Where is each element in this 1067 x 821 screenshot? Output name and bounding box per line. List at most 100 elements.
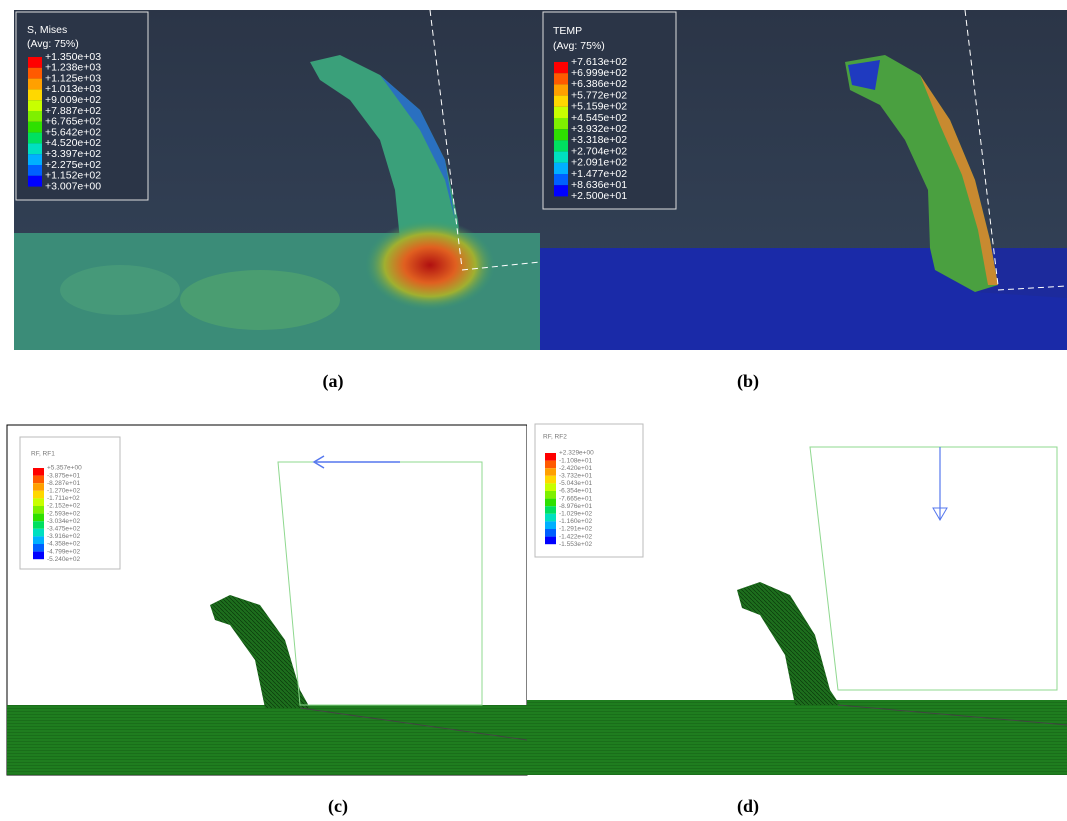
legend-value: -3.916e+02 — [47, 533, 80, 540]
hot-zone — [365, 220, 495, 310]
legend-swatch — [545, 483, 556, 491]
legend-swatch — [545, 514, 556, 522]
workpiece-mesh — [7, 705, 527, 775]
legend-value: -6.354e+01 — [559, 488, 592, 495]
legend-value: +4.545e+02 — [571, 112, 627, 124]
legend-swatch — [33, 521, 44, 529]
legend-value: -1.029e+02 — [559, 511, 592, 518]
legend-subtitle: (Avg: 75%) — [27, 38, 79, 50]
legend-swatch — [545, 491, 556, 499]
legend-value: -3.475e+02 — [47, 526, 80, 533]
legend-swatch — [33, 536, 44, 544]
legend-swatch — [28, 68, 42, 79]
legend-value: +5.159e+02 — [571, 101, 627, 113]
legend-value: -1.291e+02 — [559, 526, 592, 533]
legend-value: +7.613e+02 — [571, 56, 627, 68]
legend-value: +1.477e+02 — [571, 168, 627, 180]
legend-swatch — [28, 111, 42, 122]
stress-patch — [60, 265, 180, 315]
legend-value: -1.160e+02 — [559, 518, 592, 525]
legend-title: TEMP — [553, 25, 582, 37]
legend-value: +8.636e+01 — [571, 179, 627, 191]
legend-swatch — [28, 89, 42, 100]
legend-swatch — [28, 143, 42, 154]
legend-swatch — [554, 174, 568, 185]
legend-swatch — [33, 468, 44, 476]
legend-value: +2.329e+00 — [559, 450, 594, 457]
legend-swatch — [28, 154, 42, 165]
legend-swatch — [33, 483, 44, 491]
legend-swatch — [554, 185, 568, 196]
legend-value: -1.270e+02 — [47, 488, 80, 495]
legend-value: +6.999e+02 — [571, 67, 627, 79]
legend-swatch — [33, 529, 44, 537]
legend-swatch — [554, 152, 568, 163]
legend-swatch — [28, 122, 42, 133]
legend-value: +6.386e+02 — [571, 78, 627, 90]
legend-value: +3.318e+02 — [571, 134, 627, 146]
legend-swatch — [33, 476, 44, 484]
caption: (b) — [737, 371, 759, 392]
legend-value: -3.732e+01 — [559, 473, 592, 480]
legend-swatch — [28, 100, 42, 111]
legend-value: -1.422e+02 — [559, 533, 592, 540]
legend-value: +5.357e+00 — [47, 465, 82, 472]
legend-value: +3.932e+02 — [571, 123, 627, 135]
legend-title: RF, RF2 — [543, 434, 567, 441]
caption: (c) — [328, 796, 348, 817]
figure: (a) (b) (c) (d) S, Mises(Avg: 75%)+1.350… — [0, 0, 1067, 821]
workpiece-mesh — [527, 700, 1067, 775]
legend-title: S, Mises — [27, 24, 67, 36]
legend-swatch — [554, 96, 568, 107]
panel-c — [7, 425, 527, 775]
caption: (a) — [323, 371, 344, 392]
legend-value: +2.704e+02 — [571, 145, 627, 157]
legend-value: -4.799e+02 — [47, 548, 80, 555]
legend-subtitle: (Avg: 75%) — [553, 40, 605, 52]
legend-swatch — [545, 506, 556, 514]
legend-value: -1.553e+02 — [559, 541, 592, 548]
panel-d — [527, 420, 1067, 775]
legend-swatch — [545, 521, 556, 529]
legend-value: -7.665e+01 — [559, 495, 592, 502]
legend-value: +2.091e+02 — [571, 157, 627, 169]
legend-value: -4.358e+02 — [47, 541, 80, 548]
legend-swatch — [554, 84, 568, 95]
legend-swatch — [545, 499, 556, 507]
legend-value: +5.772e+02 — [571, 89, 627, 101]
legend-swatch — [33, 552, 44, 560]
legend-swatch — [33, 514, 44, 522]
legend-swatch — [33, 498, 44, 506]
stress-patch — [180, 270, 340, 330]
legend-swatch — [28, 133, 42, 144]
legend-value: +3.007e+00 — [45, 180, 101, 192]
legend-value: -1.108e+01 — [559, 457, 592, 464]
legend-swatch — [545, 537, 556, 545]
legend-swatch — [554, 129, 568, 140]
legend-swatch — [545, 476, 556, 484]
legend-swatch — [545, 453, 556, 461]
legend-swatch — [545, 461, 556, 469]
legend-value: -2.152e+02 — [47, 503, 80, 510]
legend-swatch — [33, 491, 44, 499]
legend-swatch — [554, 73, 568, 84]
legend-value: -5.240e+02 — [47, 556, 80, 563]
legend-swatch — [545, 529, 556, 537]
legend-value: -1.711e+02 — [47, 495, 80, 502]
legend-swatch — [33, 506, 44, 514]
legend-swatch — [554, 62, 568, 73]
legend-swatch — [28, 165, 42, 176]
legend-value: -8.976e+01 — [559, 503, 592, 510]
legend-value: -2.420e+01 — [559, 465, 592, 472]
legend-swatch — [33, 544, 44, 552]
legend-swatch — [28, 57, 42, 68]
legend-value: -3.875e+01 — [47, 472, 80, 479]
legend-value: -2.593e+02 — [47, 510, 80, 517]
legend-swatch — [554, 163, 568, 174]
legend-swatch — [554, 118, 568, 129]
legend-swatch — [554, 140, 568, 151]
legend-swatch — [28, 176, 42, 187]
legend-value: +2.500e+01 — [571, 190, 627, 202]
legend-swatch — [28, 79, 42, 90]
legend-value: -5.043e+01 — [559, 480, 592, 487]
